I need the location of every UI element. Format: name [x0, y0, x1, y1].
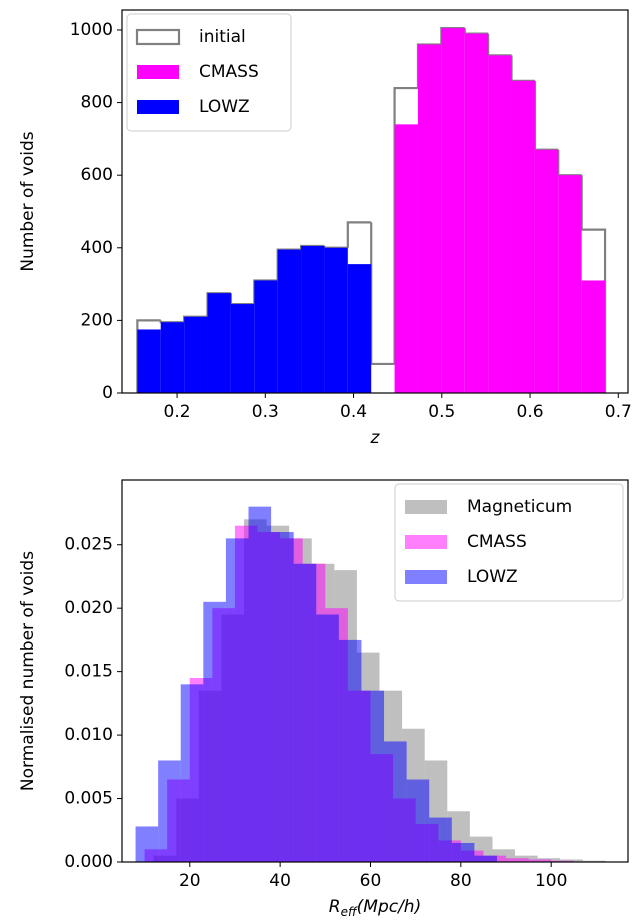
x-tick-label: 0.5 — [428, 402, 455, 422]
hist-bar — [528, 859, 552, 862]
y-tick-label: 0.020 — [64, 598, 113, 618]
legend-label: Magneticum — [467, 497, 572, 517]
hist-step — [463, 28, 489, 35]
hist-bar — [338, 639, 362, 862]
x-tick-label: 80 — [450, 871, 472, 891]
axes-frame — [121, 9, 629, 394]
y-axis-label: Number of voids — [18, 131, 38, 271]
hist-bar — [277, 249, 302, 393]
legend-swatch — [137, 100, 179, 114]
x-axis-label: z — [370, 428, 381, 448]
hist-bar — [254, 280, 278, 393]
hist-bar — [293, 563, 317, 862]
hist-bar — [582, 860, 606, 862]
x-tick-label: 0.3 — [252, 402, 279, 422]
y-tick-label: 400 — [81, 238, 113, 258]
x-tick-label: 0.2 — [164, 402, 191, 422]
hist-bar — [203, 601, 226, 862]
hist-bar — [441, 28, 465, 393]
x-tick-label: 20 — [179, 871, 201, 891]
legend-swatch — [137, 65, 179, 79]
y-tick-label: 0.005 — [64, 789, 113, 809]
hist-bar — [137, 329, 161, 393]
hist-bar — [417, 44, 442, 393]
hist-step — [159, 320, 185, 324]
hist-bar — [406, 779, 430, 862]
legend-box — [394, 483, 624, 602]
hist-bar — [361, 690, 385, 862]
hist-bar — [581, 280, 606, 393]
hist-bar — [558, 175, 582, 393]
legend-label: LOWZ — [467, 567, 518, 587]
hist-bar — [474, 855, 497, 862]
x-label-main: R — [329, 897, 341, 917]
hist-bar — [534, 149, 559, 393]
hist-bar — [184, 316, 208, 393]
hist-step — [229, 293, 255, 306]
legend-label: CMASS — [467, 532, 527, 552]
y-axis-label: Normalised number of voids — [18, 551, 38, 791]
hist-step — [370, 222, 395, 366]
hist-step — [557, 149, 582, 177]
y-tick-label: 1000 — [70, 20, 113, 40]
hist-bar — [429, 817, 452, 862]
hist-step — [510, 55, 535, 82]
y-tick-label: 600 — [81, 165, 113, 185]
legend-swatch — [405, 570, 447, 584]
hist-bar — [464, 33, 489, 393]
hist-bar — [230, 304, 255, 393]
hist-step — [346, 221, 372, 248]
hist-bar — [248, 506, 272, 862]
legend-swatch — [405, 535, 447, 549]
y-tick-label: 0.025 — [64, 535, 113, 555]
legend-label: CMASS — [199, 62, 259, 82]
axes-frame — [121, 479, 629, 863]
legend-swatch — [405, 500, 447, 514]
hist-bar — [394, 124, 418, 393]
hist-bar — [207, 293, 231, 393]
hist-bar — [506, 858, 529, 862]
hist-bar — [301, 245, 325, 393]
hist-bar — [488, 55, 512, 393]
hist-bar — [324, 247, 348, 393]
legend-swatch — [135, 28, 181, 46]
x-tick-label: 0.7 — [605, 402, 632, 422]
hist-bar — [551, 860, 574, 862]
legend-label: LOWZ — [199, 97, 250, 117]
hist-bar — [511, 80, 535, 393]
y-tick-label: 0.000 — [64, 852, 113, 872]
x-tick-label: 40 — [269, 871, 291, 891]
hist-bar — [347, 264, 372, 393]
x-tick-label: 0.6 — [517, 402, 544, 422]
hist-step — [323, 245, 348, 249]
hist-bar — [225, 538, 249, 862]
y-tick-label: 800 — [81, 93, 113, 113]
y-tick-label: 200 — [81, 310, 113, 330]
x-label-rest: (Mpc/h) — [357, 897, 422, 917]
y-tick-label: 0.010 — [64, 725, 113, 745]
x-tick-label: 60 — [360, 871, 382, 891]
hist-bar — [384, 741, 407, 862]
x-label-sub: eff — [341, 905, 358, 919]
y-tick-label: 0.015 — [64, 662, 113, 682]
y-tick-label: 0 — [102, 383, 113, 403]
hist-bar — [135, 826, 159, 862]
hist-bar — [160, 322, 185, 393]
hist-step — [487, 33, 512, 57]
hist-bar — [271, 532, 294, 862]
hist-bar — [451, 842, 475, 862]
hist-bar — [180, 684, 204, 862]
legend-label: initial — [199, 27, 246, 47]
hist-step — [533, 80, 559, 151]
x-axis-label: Reff(Mpc/h) — [329, 897, 421, 919]
x-tick-label: 0.4 — [340, 402, 367, 422]
x-tick-label: 100 — [535, 871, 567, 891]
hist-bar — [158, 760, 181, 862]
hist-bar — [316, 614, 339, 862]
